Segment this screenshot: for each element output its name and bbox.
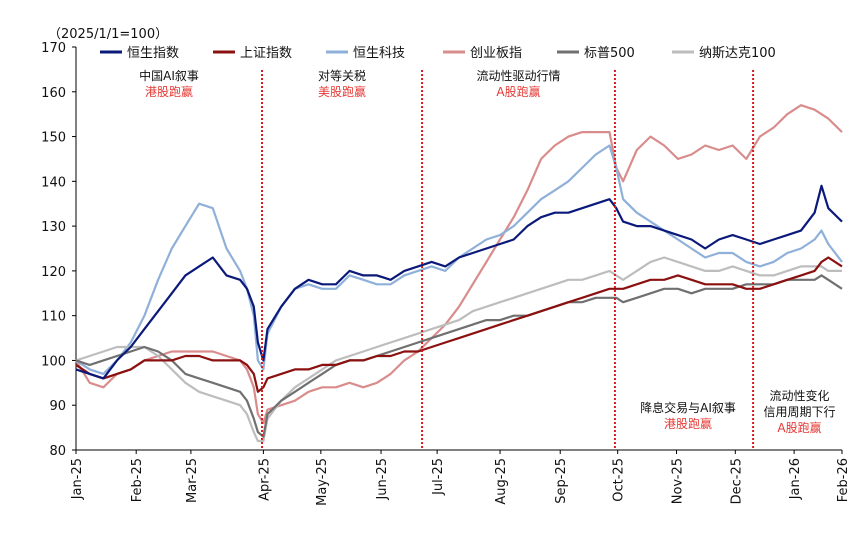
series-line	[75, 184, 843, 380]
x-tick-label: Apr-25	[257, 458, 272, 501]
annotation-outcome: 港股跑赢	[145, 84, 193, 99]
legend: 恒生指数 上证指数 恒生科技 创业板指 标普500 纳斯达克100	[100, 46, 776, 61]
y-tick-label: 100	[41, 354, 66, 369]
y-tick-label: 90	[49, 399, 66, 414]
annotation-title: 信用周期下行	[764, 405, 836, 419]
y-tick-label: 150	[41, 131, 66, 146]
x-tick-label: Oct-25	[612, 458, 627, 502]
y-tick-label: 120	[41, 265, 66, 280]
annotation-outcome: A股跑赢	[777, 420, 821, 435]
annotation-outcome: 港股跑赢	[664, 416, 712, 431]
x-tick-label: May-25	[315, 458, 330, 506]
x-tick-label: Jan-26	[788, 458, 803, 500]
series-line	[75, 104, 843, 425]
series-line	[75, 144, 843, 375]
y-tick-label: 160	[41, 86, 66, 101]
annotation-title: 对等关税	[318, 69, 366, 83]
series-line	[75, 256, 842, 443]
series-line	[75, 256, 843, 393]
x-tick-label: Mar-25	[185, 458, 200, 503]
y-tick-label: 110	[41, 310, 66, 325]
legend-label: 创业板指	[470, 46, 522, 61]
annotation-title: 降息交易与AI叙事	[640, 400, 736, 415]
x-tick-label: Jun-25	[375, 458, 390, 501]
base-label: （2025/1/1=100）	[48, 27, 168, 42]
series-layer	[75, 104, 843, 443]
y-tick-label: 170	[41, 41, 66, 56]
annotation-outcome: A股跑赢	[496, 84, 540, 99]
y-tick-label: 140	[41, 175, 66, 190]
x-tick-label: Jan-25	[70, 458, 85, 500]
x-tick-label: Sep-25	[554, 458, 569, 504]
annotation-title: 流动性变化	[770, 388, 830, 403]
x-tick-label: Dec-25	[729, 458, 744, 504]
y-tick-label: 130	[41, 220, 66, 235]
axes-layer: 80 90 100 110 120 130 140 150 160 170 Jan-25 Feb-25…	[41, 41, 851, 506]
legend-label: 上证指数	[240, 46, 292, 61]
annotation-title: 中国AI叙事	[139, 68, 199, 83]
legend-label: 恒生科技	[353, 46, 405, 61]
x-tick-label: Nov-25	[670, 458, 685, 504]
legend-label: 标普500	[584, 46, 635, 61]
x-tick-label: Feb-25	[130, 458, 145, 502]
divider-layer	[261, 70, 755, 450]
annotation-title: 流动性驱动行情	[476, 69, 560, 83]
x-tick-label: Feb-26	[836, 458, 851, 502]
annotation-layer: 中国AI叙事港股跑赢对等关税美股跑赢流动性驱动行情A股跑赢降息交易与AI叙事港股…	[139, 68, 835, 435]
legend-label: 恒生指数	[127, 46, 179, 61]
y-tick-label: 80	[49, 444, 66, 459]
annotation-outcome: 美股跑赢	[318, 84, 366, 99]
legend-label: 纳斯达克100	[699, 46, 776, 61]
x-tick-label: Aug-25	[494, 458, 509, 505]
series-line	[75, 274, 843, 438]
x-tick-label: Jul-25	[431, 458, 446, 496]
